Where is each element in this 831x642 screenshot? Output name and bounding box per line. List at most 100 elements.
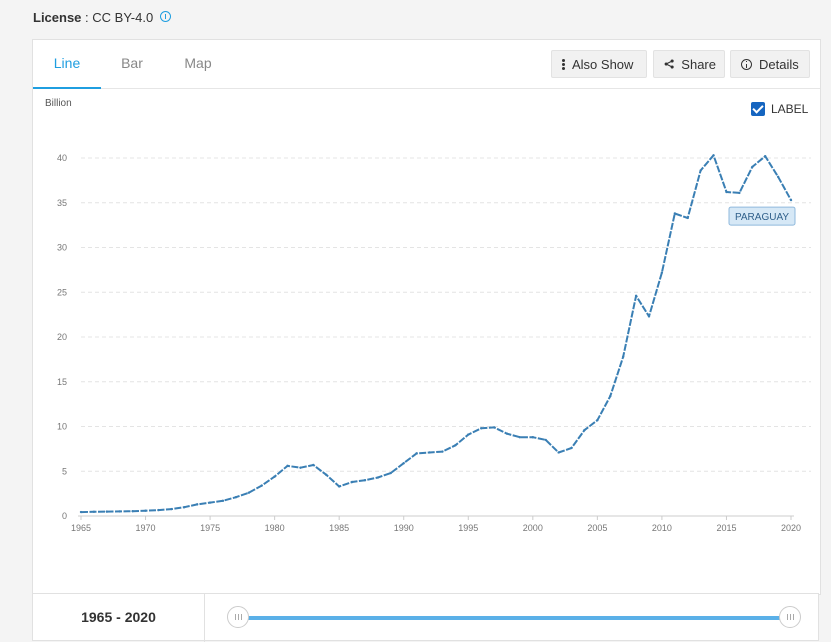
year-range: 1965 - 2020 — [33, 594, 205, 642]
data-point — [647, 315, 651, 318]
data-point — [570, 446, 573, 450]
details-label: Details — [759, 56, 799, 72]
data-point — [157, 508, 160, 512]
data-point — [738, 191, 741, 195]
x-tick-label: 1980 — [265, 523, 285, 533]
license-label: License — [33, 10, 82, 25]
share-label: Share — [681, 56, 716, 72]
data-point — [454, 444, 457, 447]
data-point — [389, 471, 393, 475]
data-point — [350, 480, 354, 484]
y-tick-label: 5 — [62, 466, 67, 476]
info-icon[interactable] — [160, 11, 172, 22]
data-point — [208, 501, 212, 504]
data-point — [247, 491, 251, 494]
data-point — [660, 271, 664, 274]
data-point — [518, 436, 522, 439]
data-point — [763, 155, 767, 158]
series-end-label: PARAGUAY — [735, 212, 789, 223]
range-end: 2020 — [124, 609, 156, 625]
range-slider-track[interactable] — [238, 616, 790, 620]
y-tick-label: 10 — [57, 422, 67, 432]
y-tick-label: 35 — [57, 198, 67, 208]
data-point — [673, 212, 677, 215]
tab-line[interactable]: Line — [33, 40, 101, 89]
data-point — [299, 466, 302, 469]
data-point — [260, 484, 263, 487]
y-tick-label: 40 — [57, 153, 67, 163]
data-point — [441, 450, 444, 453]
data-point — [221, 499, 225, 502]
data-point — [686, 216, 689, 220]
series-line-paraguay — [80, 154, 792, 514]
x-tick-label: 1965 — [71, 523, 91, 533]
data-point — [505, 432, 509, 435]
more-vertical-icon — [562, 58, 565, 70]
y-tick-label: 20 — [57, 332, 67, 342]
y-tick-label: 15 — [57, 377, 67, 387]
range-start-handle[interactable] — [227, 606, 249, 628]
data-point — [92, 510, 96, 513]
y-tick-label: 0 — [62, 511, 67, 521]
data-point — [634, 294, 638, 298]
data-point — [325, 473, 328, 477]
also-show-button[interactable]: Also Show — [551, 50, 647, 78]
data-point — [531, 436, 535, 439]
also-show-label: Also Show — [572, 56, 634, 72]
share-button[interactable]: Share — [653, 50, 725, 78]
x-tick-label: 1975 — [200, 523, 220, 533]
series-end-label-box — [728, 206, 796, 226]
y-tick-label: 25 — [57, 287, 67, 297]
data-point — [234, 496, 238, 499]
data-point — [699, 169, 702, 172]
data-point — [363, 479, 367, 482]
label-toggle-text: LABEL — [771, 102, 809, 116]
x-tick-label: 2005 — [587, 523, 607, 533]
data-point — [621, 355, 625, 358]
line-chart: 0 5 10 15 20 25 30 35 40 1965 1970 1975 1980 1985 1990… — [57, 153, 811, 533]
data-point — [609, 394, 612, 398]
data-point — [583, 428, 586, 432]
data-point — [492, 426, 496, 429]
chart-card: Line Bar Map Also Show Share Details LAB… — [32, 39, 821, 595]
range-dash: - — [112, 609, 125, 625]
data-point — [144, 509, 147, 512]
range-end-handle[interactable] — [779, 606, 801, 628]
x-tick-label: 1990 — [394, 523, 414, 533]
data-point — [183, 506, 186, 509]
data-point — [131, 509, 134, 513]
data-point — [286, 464, 289, 468]
data-point — [544, 438, 547, 442]
range-start: 1965 — [81, 609, 113, 625]
data-point — [428, 451, 431, 454]
x-tick-label: 2020 — [781, 523, 801, 533]
details-info-icon — [741, 58, 752, 70]
x-tick-label: 2000 — [523, 523, 543, 533]
data-point — [725, 190, 728, 194]
y-axis-unit: Billion — [45, 98, 72, 109]
chart-tabs: Line Bar Map Also Show Share Details — [33, 40, 820, 89]
data-point — [118, 510, 121, 513]
x-tick-label: 2015 — [716, 523, 736, 533]
license-value: CC BY-4.0 — [92, 10, 154, 25]
data-point — [596, 419, 599, 422]
share-icon — [664, 59, 674, 69]
data-point — [312, 463, 315, 467]
label-toggle[interactable]: LABEL — [751, 102, 808, 116]
range-footer: 1965 - 2020 — [32, 593, 819, 642]
data-point — [751, 165, 754, 169]
tab-bar[interactable]: Bar — [121, 55, 143, 71]
data-point — [376, 476, 380, 479]
data-point — [776, 175, 780, 178]
data-point — [415, 452, 418, 455]
x-tick-label: 1970 — [136, 523, 156, 533]
license-line: License : CC BY-4.0 — [33, 10, 172, 25]
data-point — [170, 507, 173, 511]
data-point — [105, 510, 109, 513]
y-tick-label: 30 — [57, 243, 67, 253]
tab-map[interactable]: Map — [184, 55, 212, 71]
label-checkbox[interactable] — [751, 102, 765, 116]
x-tick-label: 1995 — [458, 523, 478, 533]
data-point — [712, 154, 715, 157]
details-button[interactable]: Details — [730, 50, 810, 78]
